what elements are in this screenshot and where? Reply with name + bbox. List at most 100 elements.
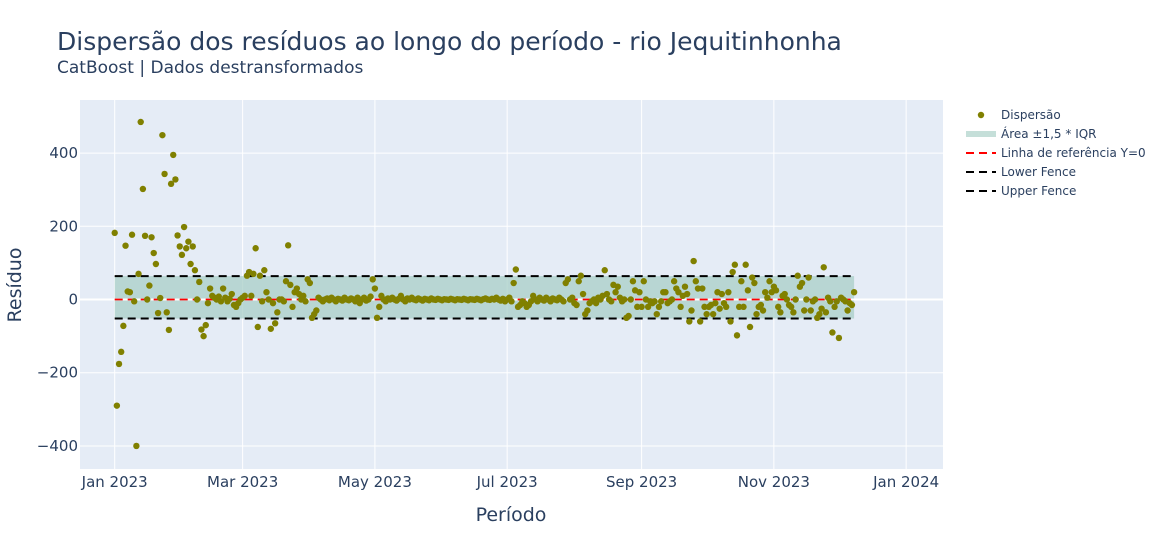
scatter-point: [636, 288, 643, 296]
x-tick-label: May 2023: [338, 473, 412, 491]
scatter-point: [794, 272, 801, 279]
scatter-point: [653, 310, 660, 318]
scatter-point: [215, 293, 222, 300]
scatter-point: [811, 296, 819, 303]
x-axis-title: Período: [476, 504, 547, 526]
scatter-point: [254, 323, 262, 331]
scatter-point: [677, 303, 684, 311]
scatter-point: [729, 268, 736, 276]
scatter-point: [206, 285, 214, 292]
chart-subtitle: CatBoost | Dados destransformados: [57, 58, 363, 78]
scatter-point: [185, 238, 192, 245]
scatter-point: [131, 298, 138, 305]
y-tick-label: −400: [37, 437, 78, 455]
scatter-point: [369, 276, 376, 283]
scatter-point: [584, 307, 591, 314]
scatter-point: [627, 296, 634, 303]
scatter-point: [256, 272, 264, 279]
scatter-point: [228, 290, 235, 298]
scatter-point: [139, 185, 147, 193]
scatter-point: [152, 260, 160, 268]
scatter-point: [159, 131, 166, 139]
scatter-point: [126, 288, 134, 296]
scatter-point: [111, 229, 118, 237]
scatter-point: [761, 288, 769, 296]
scatter-point: [601, 267, 608, 274]
scatter-point: [757, 301, 765, 309]
scatter-point: [217, 298, 225, 305]
scatter-point: [204, 299, 212, 307]
scatter-point: [690, 257, 697, 265]
x-tick-label: Jan 2023: [81, 473, 148, 491]
scatter-point: [712, 299, 719, 307]
scatter-point: [579, 290, 587, 298]
scatter-point: [117, 348, 125, 356]
scatter-point: [716, 305, 723, 312]
legend-marker-symbol: [977, 111, 985, 119]
scatter-point: [608, 298, 615, 305]
scatter-point: [141, 232, 149, 240]
scatter-point: [154, 309, 162, 317]
legend-label: Dispersão: [1001, 108, 1061, 122]
scatter-point: [577, 272, 585, 279]
scatter-point: [688, 307, 695, 314]
scatter-point: [820, 264, 827, 271]
scatter-point: [115, 360, 123, 368]
scatter-point: [146, 282, 153, 289]
scatter-point: [792, 296, 799, 303]
scatter-point: [300, 292, 307, 300]
scatter-point: [621, 296, 628, 303]
scatter-point: [174, 232, 181, 239]
scatter-point: [692, 278, 700, 285]
scatter-point: [803, 296, 810, 303]
scatter-point: [727, 318, 734, 325]
scatter-point: [725, 288, 732, 296]
scatter-point: [709, 310, 717, 318]
scatter-point: [376, 303, 383, 311]
scatter-point: [670, 278, 678, 285]
scatter-point: [150, 249, 157, 257]
scatter-point: [798, 279, 806, 287]
scatter-point: [638, 303, 645, 311]
scatter-point: [764, 294, 771, 301]
y-tick-label: 400: [49, 144, 78, 162]
scatter-point: [718, 290, 726, 298]
scatter-point: [733, 332, 741, 339]
scatter-point: [226, 295, 233, 302]
scatter-point: [655, 303, 663, 311]
scatter-point: [651, 298, 658, 305]
scatter-point: [777, 309, 784, 316]
x-tick-label: Nov 2023: [738, 473, 810, 491]
scatter-point: [740, 303, 747, 311]
scatter-point: [746, 323, 754, 331]
scatter-point: [844, 307, 851, 314]
scatter-point: [675, 288, 682, 296]
scatter-point: [187, 260, 194, 268]
scatter-point: [144, 296, 151, 303]
scatter-point: [772, 287, 780, 294]
scatter-point: [788, 303, 795, 311]
scatter-point: [191, 267, 199, 274]
scatter-point: [161, 170, 168, 178]
y-tick-label: 0: [68, 291, 78, 309]
scatter-point: [508, 298, 515, 305]
scatter-point: [367, 293, 374, 300]
scatter-points: [111, 118, 858, 450]
scatter-point: [614, 283, 621, 290]
scatter-point: [827, 298, 834, 305]
scatter-point: [753, 310, 760, 318]
scatter-point: [751, 279, 758, 287]
scatter-point: [219, 285, 227, 292]
scatter-point: [263, 288, 270, 296]
x-axis-ticks: Jan 2023 Mar 2023 May 2023 Jul 2023 Sep 2023…: [81, 473, 940, 491]
scatter-point: [128, 231, 136, 238]
scatter-point: [703, 310, 710, 318]
scatter-point: [189, 243, 196, 250]
scatter-point: [644, 303, 652, 311]
scatter-point: [575, 278, 582, 285]
scatter-point: [790, 309, 797, 316]
scatter-point: [180, 223, 188, 231]
scatter-point: [176, 243, 183, 250]
scatter-point: [133, 442, 140, 450]
scatter-point: [157, 294, 164, 302]
